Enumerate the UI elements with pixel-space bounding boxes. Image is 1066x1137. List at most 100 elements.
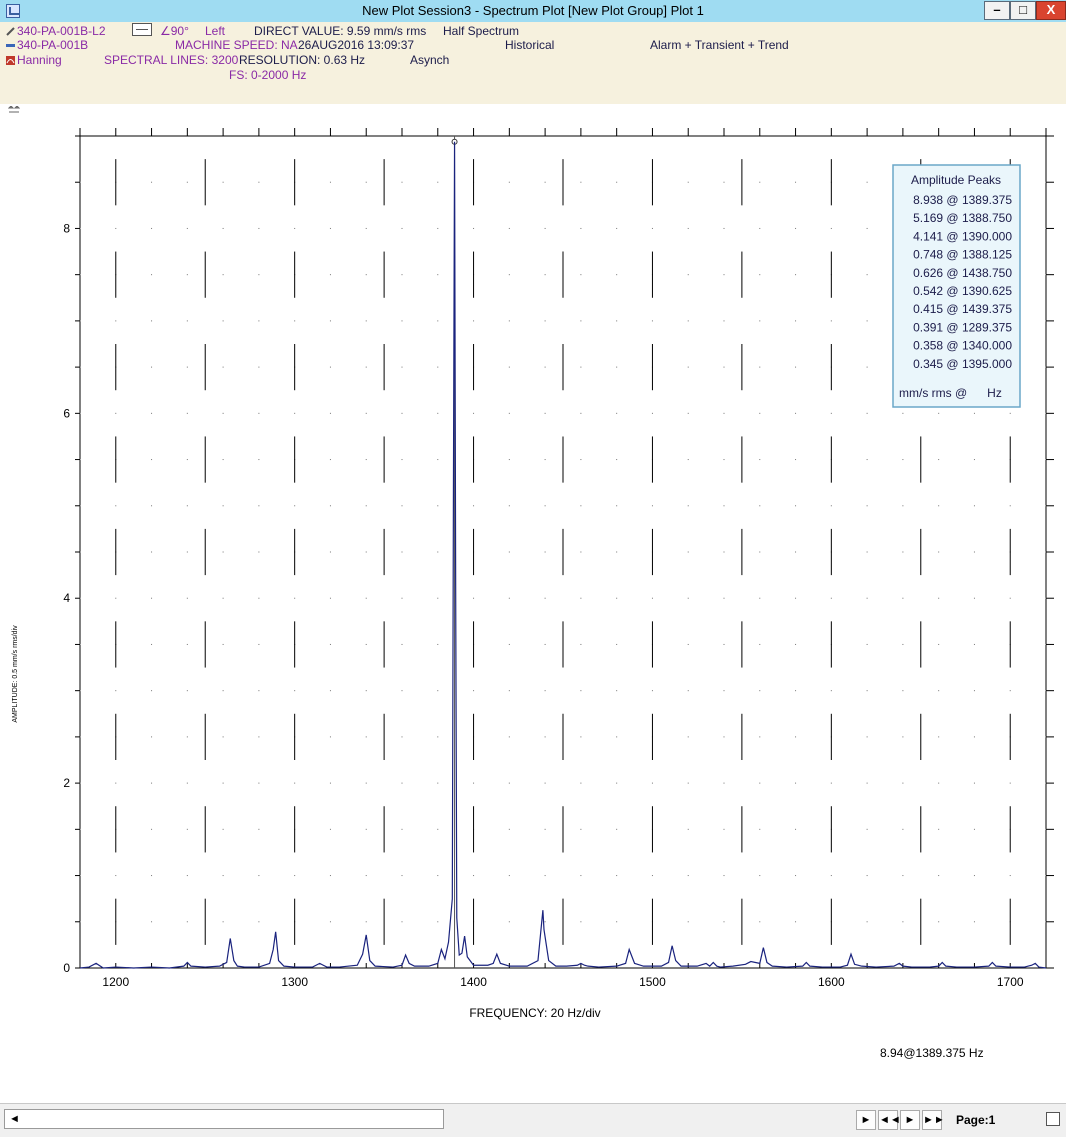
grid-dot [401,551,403,553]
grid-dot [616,551,618,553]
grid-dot [401,459,403,461]
grid-dot [795,551,797,553]
grid-dot [544,320,546,322]
grid-dot [294,412,296,414]
data-source: Historical [505,38,555,52]
grid-dot [938,736,940,738]
grid-dot [329,551,331,553]
grid-dot [473,597,475,599]
grid-dot [687,828,689,830]
cursor-readout: 8.94@1389.375 Hz [880,1046,984,1060]
grid-dot [866,690,868,692]
grid-dot [115,782,117,784]
grid-dot [437,875,439,877]
first-page-button[interactable]: ◄◄ [878,1110,901,1130]
window-title: New Plot Session3 - Spectrum Plot [New P… [362,3,704,18]
grid-dot [401,828,403,830]
prev-page-button[interactable]: ► [900,1110,920,1130]
grid-dot [115,505,117,507]
grid-dot [508,690,510,692]
grid-dot [115,690,117,692]
grid-dot [508,551,510,553]
grid-dot [795,875,797,877]
grid-dot [938,828,940,830]
grid-dot [186,690,188,692]
spectrum-plot[interactable]: 1200 1300 1400 1500 1600 1700 0 2 4 6 8 FREQUENCY… [0,124,1066,1044]
grid-dot [723,690,725,692]
grid-dot [866,875,868,877]
grid-dot [437,320,439,322]
grid-dot [401,181,403,183]
close-button[interactable]: X [1036,1,1066,20]
y-tick-label: 4 [63,591,70,605]
grid-dot [151,505,153,507]
grid-dot [365,274,367,276]
grid-dot [687,597,689,599]
grid-dot [616,274,618,276]
peak-entry: 0.542 @ 1390.625 [913,284,1012,298]
grid-dot [508,459,510,461]
grid-dot [795,690,797,692]
grid-dot [902,505,904,507]
grid-dot [687,412,689,414]
grid-dot [365,921,367,923]
grid-dot [258,875,260,877]
grid-dot [830,412,832,414]
grid-dot [866,736,868,738]
grid-dot [795,921,797,923]
scroll-left-icon[interactable]: ◄ [9,1113,20,1125]
last-page-button[interactable]: ►► [922,1110,945,1130]
grid-dot [329,459,331,461]
grid-dot [437,227,439,229]
grid-dot [795,227,797,229]
grid-dot [151,690,153,692]
grid-dot [186,459,188,461]
grid-dot [401,875,403,877]
grid-dot [723,643,725,645]
minimize-button[interactable]: – [984,1,1010,20]
grid-dot [902,875,904,877]
grid-dot [830,690,832,692]
grid-dot [329,412,331,414]
x-tick-label: 1600 [818,975,845,989]
grid-dot [902,921,904,923]
grid-dot [186,320,188,322]
grid-dot [544,551,546,553]
grid-dot [186,921,188,923]
grid-dot [795,412,797,414]
y-tick-label: 2 [63,776,70,790]
zoom-reset-icon[interactable] [8,106,20,118]
window-type: Hanning [17,53,62,67]
grid-dot [580,320,582,322]
grid-dot [902,690,904,692]
grid-dot [973,875,975,877]
grid-dot [401,366,403,368]
grid-dot [651,412,653,414]
next-sample-button[interactable]: ► [856,1110,876,1130]
maximize-button[interactable]: □ [1010,1,1036,20]
grid-dot [258,736,260,738]
grid-dot [616,643,618,645]
grid-dot [222,690,224,692]
grid-dot [508,828,510,830]
grid-dot [973,643,975,645]
x-tick-label: 1400 [460,975,487,989]
grid-dot [973,736,975,738]
horizontal-scrollbar[interactable]: ◄ [4,1109,444,1129]
grid-dot [687,551,689,553]
page-checkbox[interactable] [1046,1112,1060,1126]
grid-dot [222,875,224,877]
grid-dot [115,320,117,322]
filter-icon[interactable] [132,23,152,39]
grid-dot [294,690,296,692]
grid-dot [508,597,510,599]
grid-dot [365,366,367,368]
grid-dot [866,551,868,553]
grid-dot [795,736,797,738]
grid-dot [544,597,546,599]
grid-dot [508,274,510,276]
grid-dot [723,782,725,784]
grid-dot [401,412,403,414]
peak-entry: 0.626 @ 1438.750 [913,266,1012,280]
grid-dot [186,736,188,738]
